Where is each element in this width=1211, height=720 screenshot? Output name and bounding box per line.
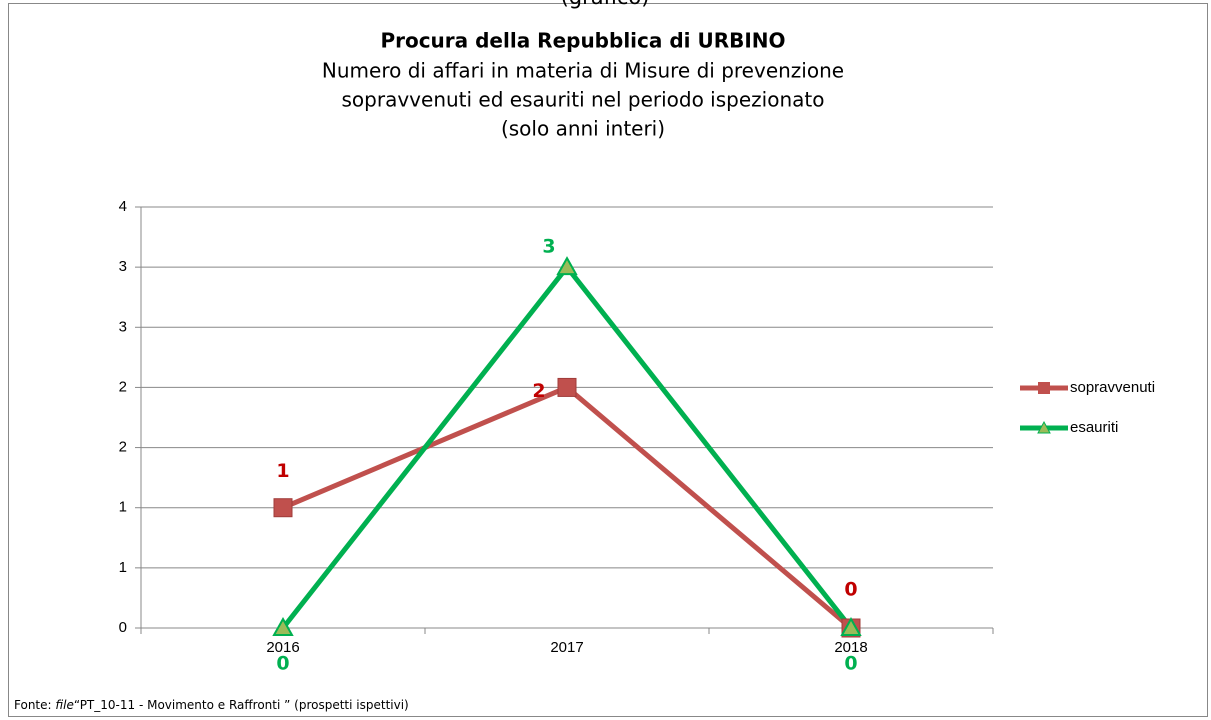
marker <box>556 256 578 276</box>
legend-marker <box>1038 382 1050 394</box>
source-note: Fonte: file“PT_10-11 - Movimento e Raffr… <box>14 698 409 712</box>
legend-marker <box>1037 420 1051 434</box>
source-italic: file <box>55 698 73 712</box>
data-label: 0 <box>844 579 857 601</box>
legend-label: sopravvenuti <box>1070 379 1155 396</box>
source-rest: “PT_10-11 - Movimento e Raffronti ” (pro… <box>74 698 409 712</box>
y-tick-label: 1 <box>119 559 127 576</box>
y-tick-label: 2 <box>119 378 127 395</box>
data-label: 1 <box>276 460 289 482</box>
marker <box>272 616 294 636</box>
data-label: 0 <box>276 653 289 675</box>
chart-frame <box>8 3 1208 717</box>
y-tick-label: 3 <box>119 318 127 335</box>
chart-subtitle: sopravvenuti ed esauriti nel periodo isp… <box>342 88 825 112</box>
y-tick-label: 1 <box>119 499 127 516</box>
y-tick-label: 0 <box>119 619 127 636</box>
chart-header: (grafico) <box>561 0 650 9</box>
marker <box>557 377 577 397</box>
source-prefix: Fonte: <box>14 698 55 712</box>
data-label: 0 <box>844 653 857 675</box>
y-tick-label: 2 <box>119 439 127 456</box>
data-label: 2 <box>532 380 545 402</box>
chart-subtitle: Numero di affari in materia di Misure di… <box>322 59 844 83</box>
data-label: 3 <box>542 236 555 258</box>
x-tick-label: 2016 <box>266 639 299 656</box>
y-tick-label: 4 <box>119 198 127 215</box>
chart-subtitle: (solo anni interi) <box>501 117 665 141</box>
marker <box>273 498 293 518</box>
legend-label: esauriti <box>1070 419 1118 436</box>
chart-title: Procura della Repubblica di URBINO <box>380 29 785 53</box>
y-tick-label: 3 <box>119 258 127 275</box>
marker <box>840 616 862 636</box>
x-tick-label: 2017 <box>550 639 583 656</box>
x-tick-label: 2018 <box>834 639 867 656</box>
